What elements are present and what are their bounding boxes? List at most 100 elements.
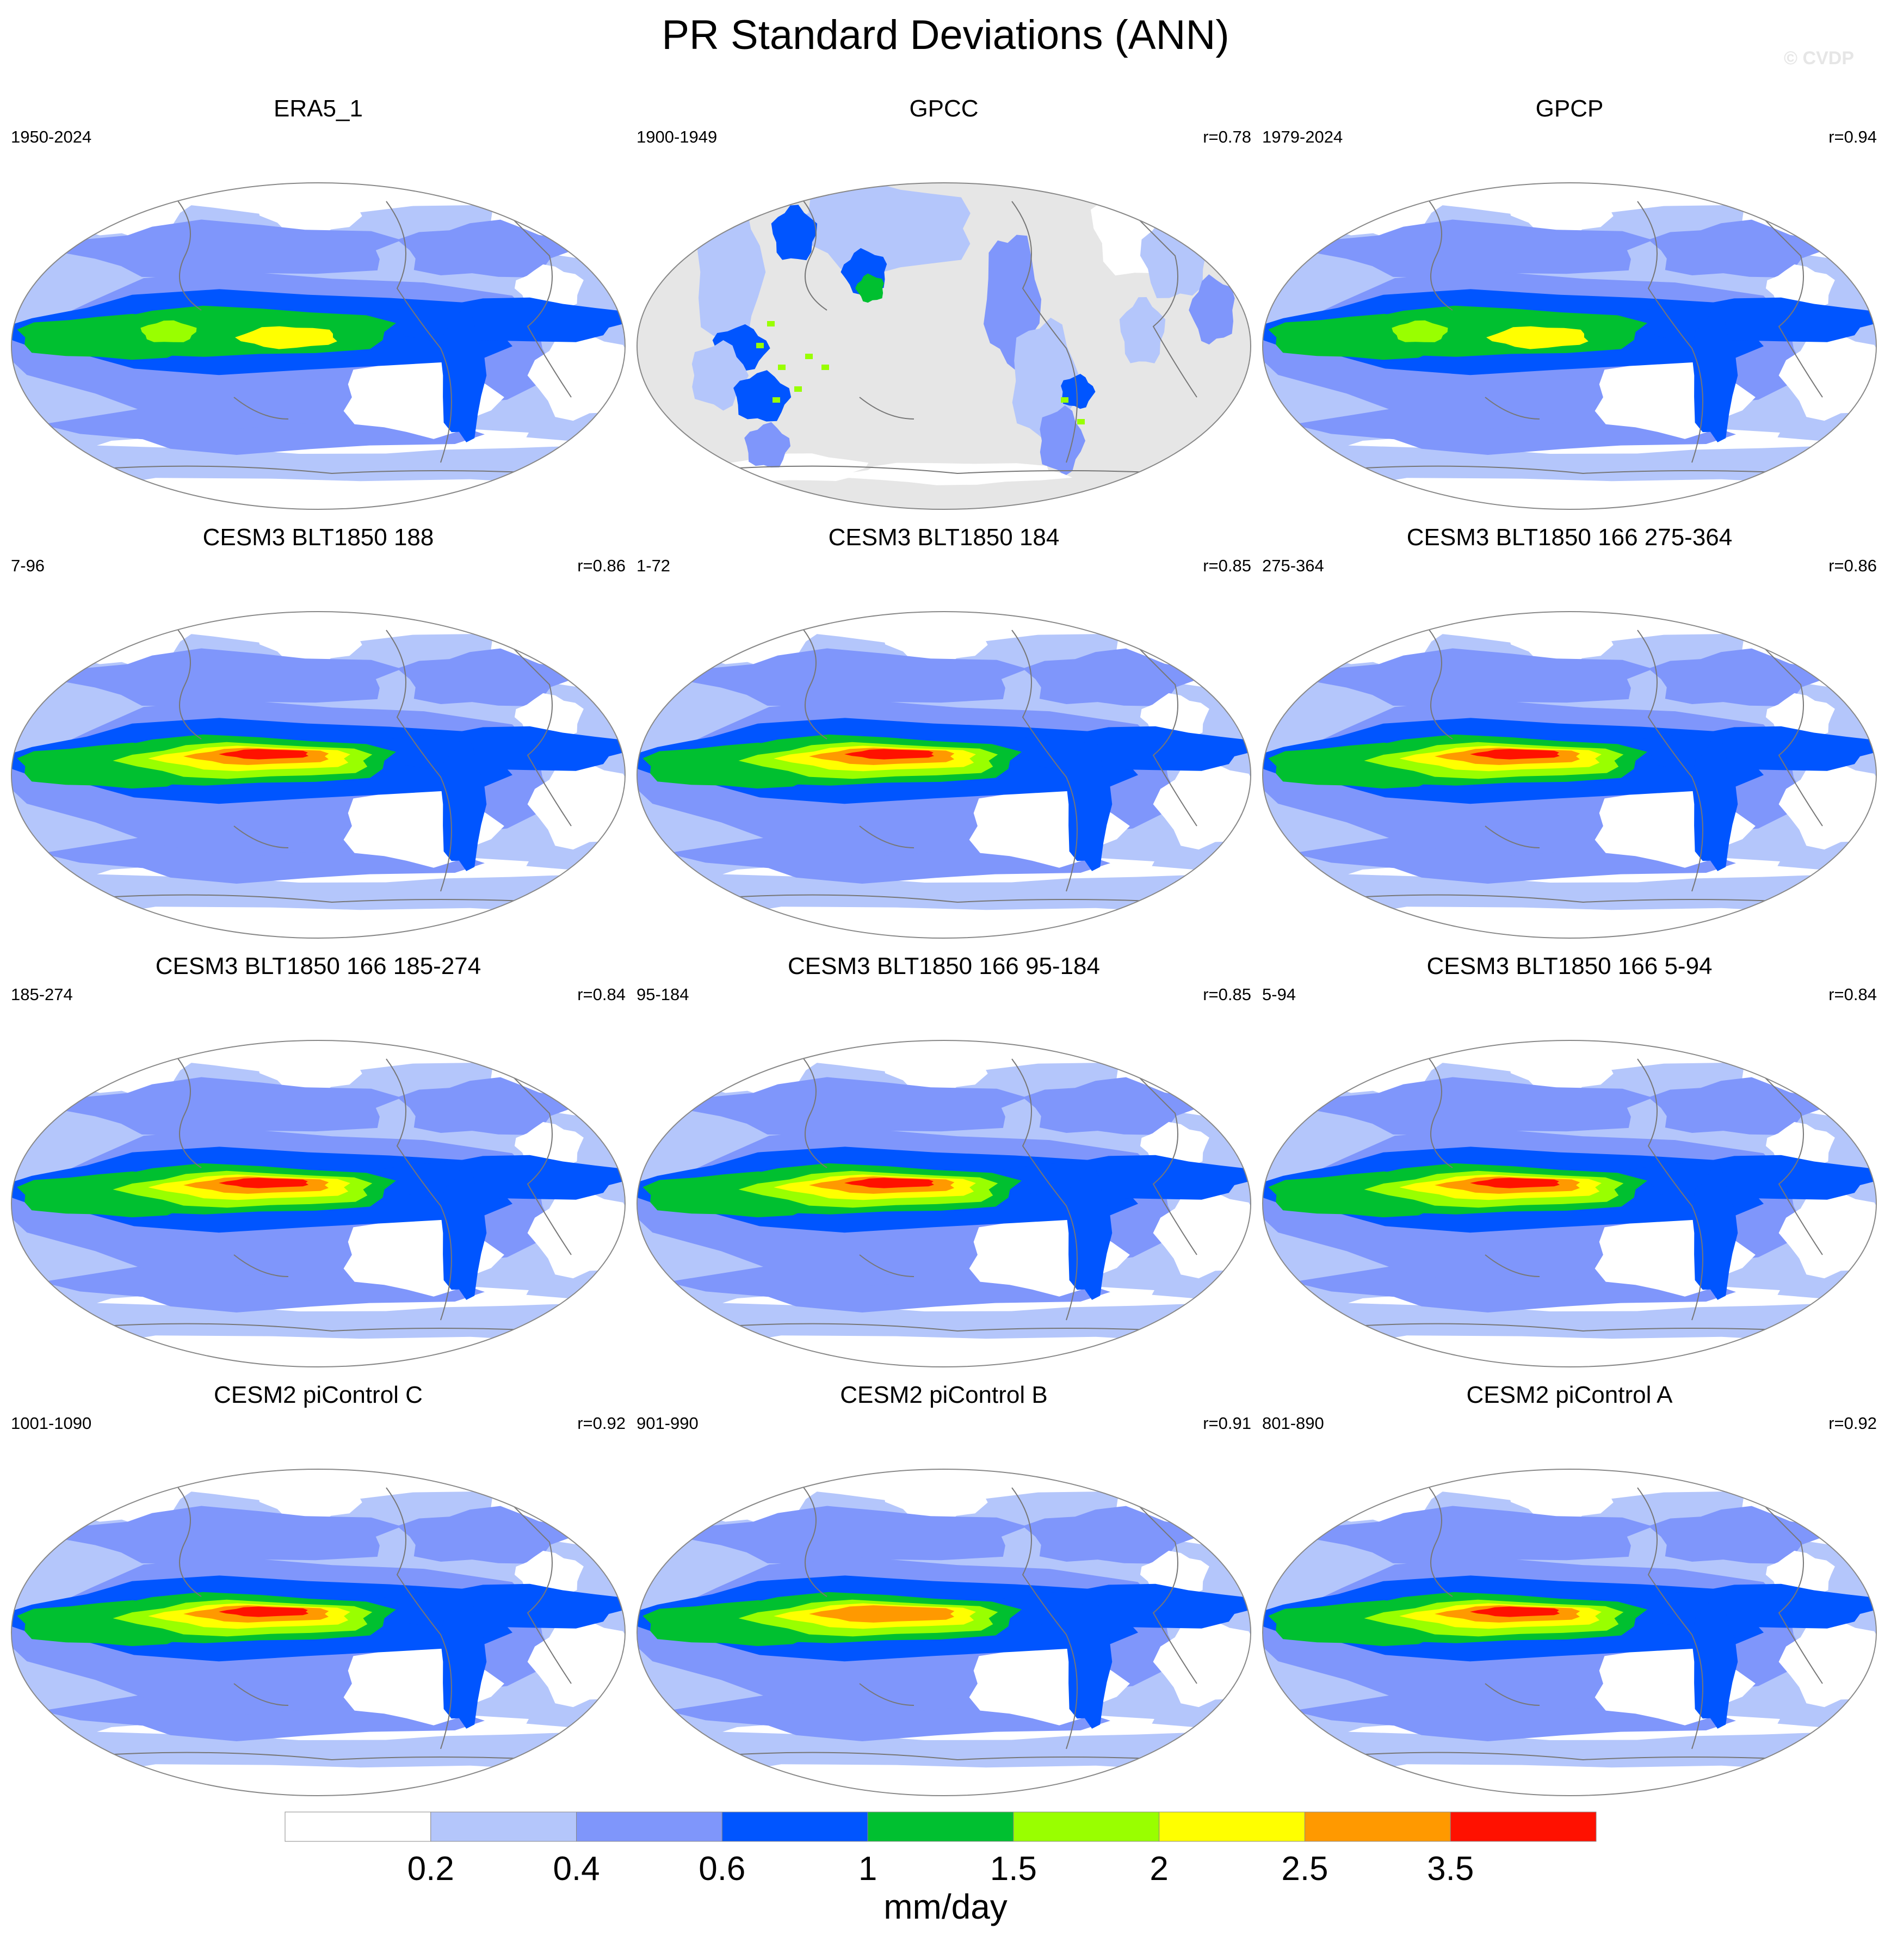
colorbar-tick-label: 0.6 xyxy=(699,1850,746,1888)
coastline xyxy=(1365,190,1823,474)
map-panel: CESM3 BLT1850 166 275-364 275-364 r=0.86 xyxy=(1257,521,1882,951)
coastline xyxy=(114,190,572,474)
panel-correlation: r=0.85 xyxy=(1203,985,1251,1004)
panel-period: 1979-2024 xyxy=(1262,127,1343,146)
panel-correlation: r=0.84 xyxy=(577,985,626,1004)
coastline xyxy=(1365,619,1823,903)
coastline xyxy=(739,619,1197,903)
panel-correlation: r=0.85 xyxy=(1203,556,1251,575)
panel-correlation: r=0.92 xyxy=(1828,1414,1877,1433)
precip-std-map xyxy=(1262,1040,1877,1367)
colorbar-tick-label: 2 xyxy=(1150,1850,1169,1888)
colorbar-units: mm/day xyxy=(883,1887,1008,1926)
panel-title: CESM2 piControl C xyxy=(214,1382,423,1408)
map-border xyxy=(1262,1040,1877,1367)
map-panel: CESM3 BLT1850 184 1-72 r=0.85 xyxy=(631,521,1257,951)
map-panel: CESM2 piControl A 801-890 r=0.92 xyxy=(1257,1379,1882,1809)
panel-title: GPCC xyxy=(909,95,979,122)
panel-title: CESM3 BLT1850 166 275-364 xyxy=(1406,524,1733,551)
map-panel: CESM2 piControl B 901-990 r=0.91 xyxy=(631,1379,1257,1809)
map-border xyxy=(636,182,1251,510)
precip-std-map xyxy=(636,1040,1251,1367)
panel-correlation: r=0.86 xyxy=(1828,556,1877,575)
map-border xyxy=(636,611,1251,939)
colorbar-tick-label: 1 xyxy=(858,1850,877,1888)
panel-period: 95-184 xyxy=(636,985,689,1004)
map-panel: CESM3 BLT1850 166 5-94 5-94 r=0.84 xyxy=(1257,950,1882,1380)
precip-std-map xyxy=(636,1469,1251,1796)
colorbar-tick-label: 1.5 xyxy=(990,1850,1037,1888)
map-panel: GPCP 1979-2024 r=0.94 xyxy=(1257,93,1882,522)
precip-std-map xyxy=(1262,611,1877,939)
map-border xyxy=(636,1040,1251,1367)
coastline xyxy=(114,1047,572,1332)
map-border xyxy=(11,611,626,939)
panel-title: CESM3 BLT1850 166 185-274 xyxy=(155,953,481,979)
panel-correlation: r=0.78 xyxy=(1203,127,1251,146)
map-border xyxy=(11,1469,626,1796)
colorbar-swatch xyxy=(1159,1811,1305,1842)
coastline xyxy=(114,1476,572,1761)
colorbar-tick-label: 0.2 xyxy=(407,1850,454,1888)
panel-title: CESM2 piControl B xyxy=(840,1382,1048,1408)
colorbar-swatch xyxy=(576,1811,722,1842)
panel-period: 185-274 xyxy=(11,985,73,1004)
panel-period: 1001-1090 xyxy=(11,1414,92,1433)
panel-title: CESM3 BLT1850 166 95-184 xyxy=(788,953,1100,979)
map-border xyxy=(1262,611,1877,939)
panel-correlation: r=0.91 xyxy=(1203,1414,1251,1433)
map-border xyxy=(636,1469,1251,1796)
panel-title: CESM2 piControl A xyxy=(1466,1382,1673,1408)
panel-period: 7-96 xyxy=(11,556,45,575)
watermark: © CVDP xyxy=(1784,48,1854,69)
precip-std-map xyxy=(11,611,626,939)
panel-correlation: r=0.86 xyxy=(577,556,626,575)
map-border xyxy=(1262,182,1877,510)
colorbar-swatch xyxy=(867,1811,1014,1842)
colorbar-tick-label: 2.5 xyxy=(1281,1850,1328,1888)
panel-correlation: r=0.84 xyxy=(1828,985,1877,1004)
map-border xyxy=(11,182,626,510)
colorbar-swatch xyxy=(721,1811,868,1842)
precip-std-map xyxy=(1262,1469,1877,1796)
panel-period: 901-990 xyxy=(636,1414,699,1433)
precip-std-map xyxy=(636,611,1251,939)
panel-period: 5-94 xyxy=(1262,985,1296,1004)
colorbar-tick-label: 0.4 xyxy=(553,1850,600,1888)
colorbar-swatch xyxy=(1304,1811,1451,1842)
colorbar-swatch xyxy=(285,1811,431,1842)
panel-title: CESM3 BLT1850 188 xyxy=(202,524,434,551)
map-panel: ERA5_1 1950-2024 xyxy=(5,93,631,522)
map-panel: CESM3 BLT1850 188 7-96 r=0.86 xyxy=(5,521,631,951)
panel-period: 275-364 xyxy=(1262,556,1324,575)
coastline xyxy=(114,619,572,903)
panel-title: CESM3 BLT1850 184 xyxy=(828,524,1060,551)
map-border xyxy=(11,1040,626,1367)
map-panel: CESM3 BLT1850 166 95-184 95-184 r=0.85 xyxy=(631,950,1257,1380)
panel-title: GPCP xyxy=(1535,95,1604,122)
map-panel: GPCC 1900-1949 r=0.78 xyxy=(631,93,1257,522)
panel-period: 1-72 xyxy=(636,556,671,575)
colorbar-swatch xyxy=(1450,1811,1597,1842)
colorbar-tick-label: 3.5 xyxy=(1427,1850,1474,1888)
coastline xyxy=(1365,1047,1823,1332)
panel-period: 801-890 xyxy=(1262,1414,1324,1433)
colorbar-swatch xyxy=(1013,1811,1160,1842)
coastline xyxy=(739,1476,1197,1761)
map-border xyxy=(1262,1469,1877,1796)
precip-std-map xyxy=(11,182,626,510)
figure-title: PR Standard Deviations (ANN) xyxy=(662,12,1229,58)
panel-title: CESM3 BLT1850 166 5-94 xyxy=(1426,953,1713,979)
coastline xyxy=(1365,1476,1823,1761)
precip-std-map xyxy=(11,1469,626,1796)
map-panel: CESM3 BLT1850 166 185-274 185-274 r=0.84 xyxy=(5,950,631,1380)
panel-correlation: r=0.94 xyxy=(1828,127,1877,146)
colorbar-swatch xyxy=(430,1811,577,1842)
panel-title: ERA5_1 xyxy=(274,95,363,122)
missing-ocean-fill xyxy=(637,183,1251,509)
precip-std-map xyxy=(636,182,1251,510)
coastline xyxy=(739,190,1197,474)
precip-std-map xyxy=(11,1040,626,1367)
panel-period: 1900-1949 xyxy=(636,127,718,146)
panel-correlation: r=0.92 xyxy=(577,1414,626,1433)
